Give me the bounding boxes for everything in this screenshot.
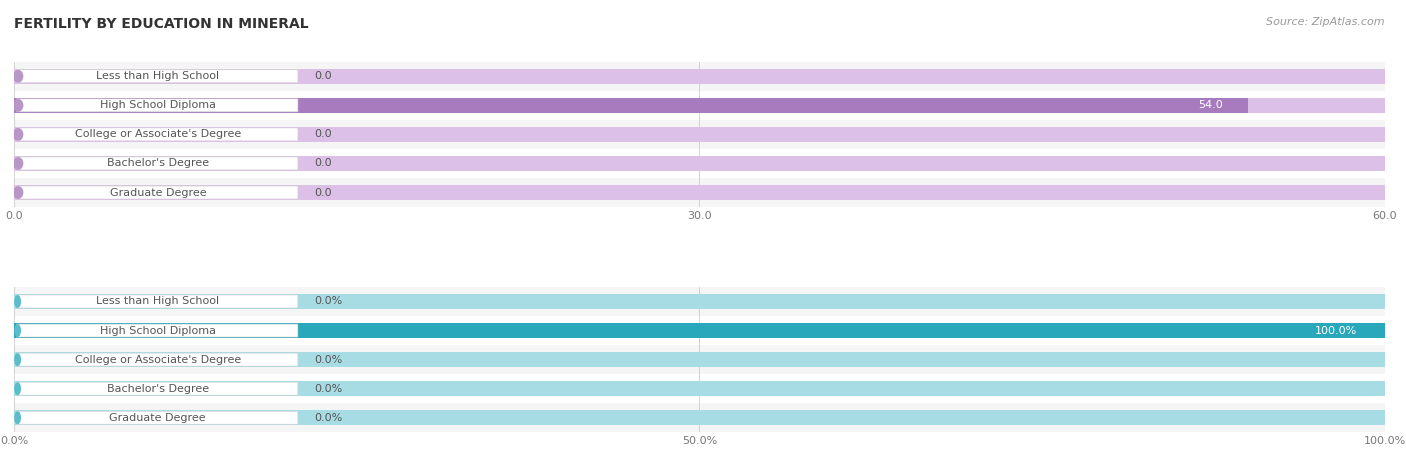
Text: 0.0%: 0.0% xyxy=(315,413,343,423)
Text: College or Associate's Degree: College or Associate's Degree xyxy=(75,129,240,139)
Circle shape xyxy=(15,354,20,365)
FancyBboxPatch shape xyxy=(17,353,298,366)
Text: 0.0: 0.0 xyxy=(315,129,332,139)
FancyBboxPatch shape xyxy=(17,186,298,199)
Text: Graduate Degree: Graduate Degree xyxy=(110,188,207,198)
Circle shape xyxy=(15,383,20,394)
Text: 0.0%: 0.0% xyxy=(315,384,343,394)
Text: Graduate Degree: Graduate Degree xyxy=(110,413,207,423)
Bar xyxy=(14,98,1249,113)
Bar xyxy=(14,410,1385,425)
Text: Less than High School: Less than High School xyxy=(97,71,219,81)
Text: High School Diploma: High School Diploma xyxy=(100,100,217,110)
Text: Source: ZipAtlas.com: Source: ZipAtlas.com xyxy=(1267,17,1385,27)
Circle shape xyxy=(15,412,20,424)
Bar xyxy=(14,287,1385,316)
Bar xyxy=(14,403,1385,432)
Bar xyxy=(14,374,1385,403)
Bar xyxy=(14,316,1385,345)
Bar xyxy=(14,62,1385,91)
Bar xyxy=(14,352,1385,367)
Bar xyxy=(14,149,1385,178)
Text: 0.0%: 0.0% xyxy=(315,296,343,306)
Bar xyxy=(14,127,1385,142)
Text: College or Associate's Degree: College or Associate's Degree xyxy=(75,355,240,365)
Text: Bachelor's Degree: Bachelor's Degree xyxy=(107,159,209,169)
Bar xyxy=(14,185,1385,200)
Text: FERTILITY BY EDUCATION IN MINERAL: FERTILITY BY EDUCATION IN MINERAL xyxy=(14,17,309,30)
FancyBboxPatch shape xyxy=(17,324,298,337)
Bar xyxy=(14,323,1385,338)
Text: Bachelor's Degree: Bachelor's Degree xyxy=(107,384,208,394)
FancyBboxPatch shape xyxy=(17,382,298,395)
Circle shape xyxy=(15,296,20,307)
Circle shape xyxy=(14,187,22,198)
Circle shape xyxy=(14,100,22,111)
FancyBboxPatch shape xyxy=(17,99,298,112)
Text: High School Diploma: High School Diploma xyxy=(100,325,215,335)
Text: 0.0%: 0.0% xyxy=(315,355,343,365)
Bar xyxy=(14,323,1385,338)
Bar xyxy=(14,345,1385,374)
Bar xyxy=(14,178,1385,207)
Bar xyxy=(14,91,1385,120)
Bar xyxy=(14,69,1385,84)
Text: 100.0%: 100.0% xyxy=(1315,325,1358,335)
Circle shape xyxy=(14,158,22,169)
Bar xyxy=(14,294,1385,309)
Text: Less than High School: Less than High School xyxy=(96,296,219,306)
Bar xyxy=(14,120,1385,149)
Text: 0.0: 0.0 xyxy=(315,71,332,81)
Circle shape xyxy=(15,325,20,336)
FancyBboxPatch shape xyxy=(17,411,298,424)
Text: 0.0: 0.0 xyxy=(315,188,332,198)
Text: 54.0: 54.0 xyxy=(1198,100,1223,110)
FancyBboxPatch shape xyxy=(17,128,298,141)
Circle shape xyxy=(14,129,22,140)
Bar xyxy=(14,98,1385,113)
Bar xyxy=(14,156,1385,171)
Bar xyxy=(14,381,1385,396)
FancyBboxPatch shape xyxy=(17,295,298,308)
Text: 0.0: 0.0 xyxy=(315,159,332,169)
FancyBboxPatch shape xyxy=(17,70,298,83)
FancyBboxPatch shape xyxy=(17,157,298,170)
Circle shape xyxy=(14,70,22,82)
